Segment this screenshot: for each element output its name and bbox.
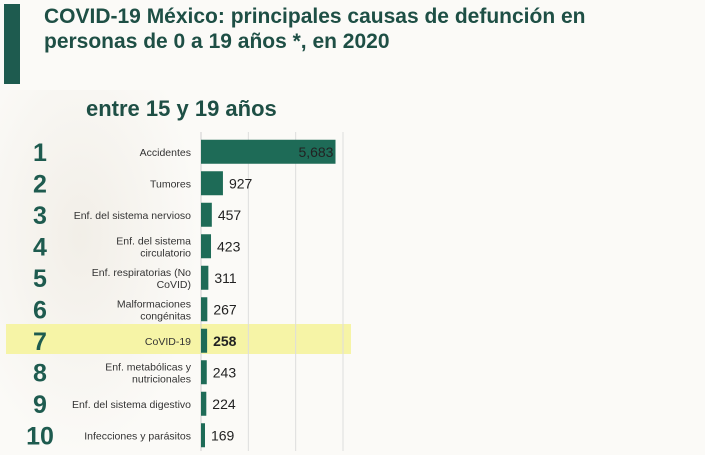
category-label: Enf. del sistema digestivo bbox=[72, 399, 191, 411]
covid-row-highlight bbox=[6, 324, 351, 354]
value-label: 258 bbox=[213, 333, 237, 349]
bar bbox=[201, 328, 208, 353]
category-label: Enf. del sistema nervioso bbox=[74, 210, 191, 222]
rank-number: 8 bbox=[33, 359, 47, 387]
bar bbox=[201, 139, 336, 164]
category-label: Enf. del sistema bbox=[116, 235, 191, 247]
value-label: 169 bbox=[211, 427, 235, 443]
value-label: 224 bbox=[212, 396, 236, 412]
rank-number: 10 bbox=[26, 422, 54, 450]
bar bbox=[201, 297, 208, 322]
value-label: 311 bbox=[214, 270, 237, 286]
chart-title: COVID-19 México: principales causas de d… bbox=[44, 5, 586, 53]
rank-number: 6 bbox=[33, 296, 47, 324]
category-label: Enf. metabólicas y bbox=[105, 361, 192, 373]
category-label: Accidentes bbox=[140, 147, 191, 159]
bar bbox=[201, 391, 207, 416]
value-label: 423 bbox=[217, 238, 241, 254]
category-label: Enf. respiratorias (No bbox=[92, 267, 191, 279]
value-label: 5,683 bbox=[298, 144, 333, 160]
rank-number: 7 bbox=[33, 328, 47, 356]
value-label: 267 bbox=[213, 301, 237, 317]
value-label: 457 bbox=[218, 207, 242, 223]
bar bbox=[201, 360, 207, 385]
bar bbox=[201, 202, 212, 227]
bar bbox=[201, 171, 223, 196]
category-label: Infecciones y parásitos bbox=[84, 430, 191, 442]
category-label: CoVID) bbox=[157, 279, 191, 291]
value-label: 927 bbox=[229, 175, 253, 191]
category-label: nutricionales bbox=[132, 373, 191, 385]
category-label: Tumores bbox=[150, 178, 191, 190]
background-pattern bbox=[0, 90, 200, 455]
rank-number: 2 bbox=[33, 170, 47, 198]
bar bbox=[201, 265, 209, 290]
rank-number: 9 bbox=[33, 391, 47, 419]
chart-subtitle: entre 15 y 19 años bbox=[86, 96, 277, 121]
category-label: CoVID-19 bbox=[145, 336, 191, 348]
category-label: circulatorio bbox=[140, 247, 191, 259]
bar bbox=[201, 234, 212, 259]
rank-number: 1 bbox=[33, 139, 47, 167]
category-label: Malformaciones bbox=[117, 298, 191, 310]
value-label: 243 bbox=[213, 364, 237, 380]
rank-number: 5 bbox=[33, 265, 47, 293]
category-label: congénitas bbox=[140, 310, 191, 322]
title-accent-bar bbox=[4, 4, 20, 84]
rank-number: 4 bbox=[33, 233, 47, 261]
bar bbox=[201, 423, 205, 448]
rank-number: 3 bbox=[33, 202, 47, 230]
